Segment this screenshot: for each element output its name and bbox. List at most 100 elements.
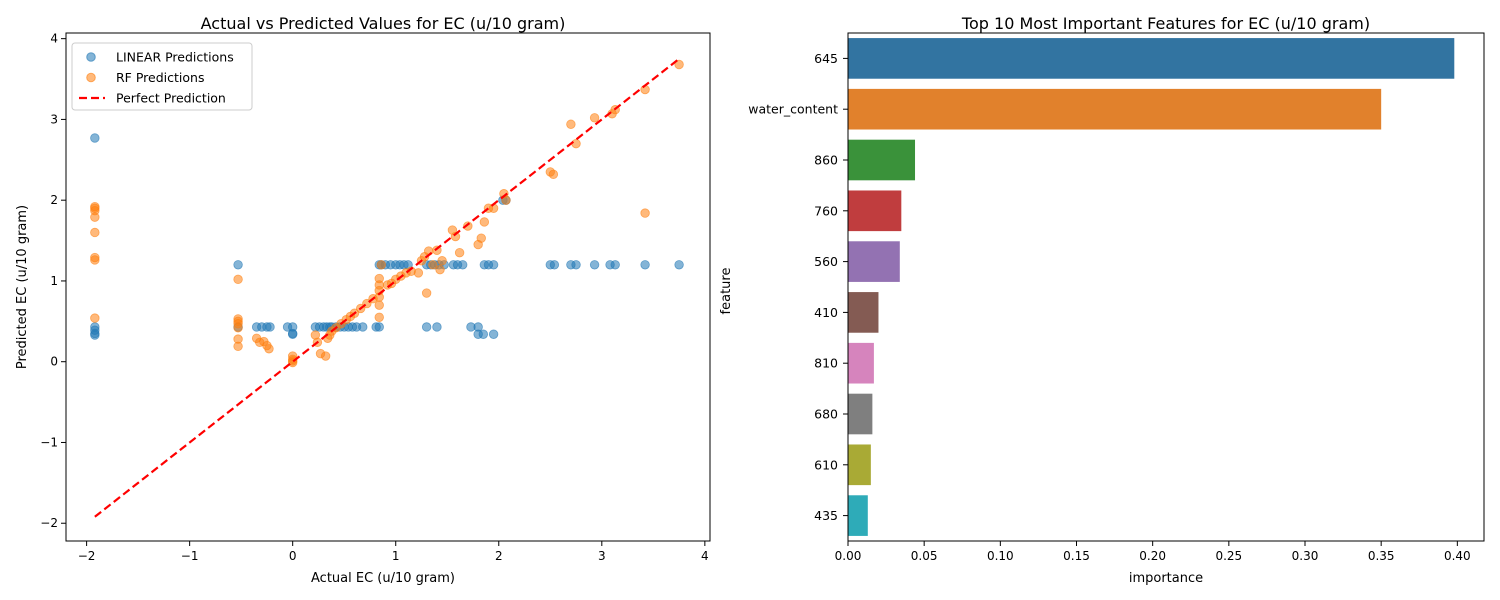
y-tick-label: 2 bbox=[50, 193, 58, 207]
bar bbox=[848, 393, 873, 435]
x-tick-label: 2 bbox=[495, 549, 503, 563]
bar-chart-title: Top 10 Most Important Features for EC (u… bbox=[961, 14, 1370, 33]
bar bbox=[848, 190, 902, 232]
legend-marker bbox=[86, 52, 96, 62]
scatter-plot-area bbox=[90, 57, 684, 518]
data-point bbox=[233, 341, 243, 352]
scatter-chart-title: Actual vs Predicted Values for EC (u/10 … bbox=[201, 14, 566, 33]
data-point bbox=[358, 322, 368, 332]
bar bbox=[848, 342, 874, 384]
bar-x-axis: 0.00 0.05 0.10 0.15 0.20 0.25 0.30 0.35 0.40 bbox=[835, 541, 1471, 563]
x-tick-label: 0.30 bbox=[1292, 549, 1319, 563]
y-tick-label: −1 bbox=[40, 435, 58, 449]
data-point bbox=[421, 288, 432, 298]
x-tick-label: 0.10 bbox=[987, 549, 1014, 563]
data-point bbox=[589, 260, 600, 270]
bar-y-axis-label: feature bbox=[719, 268, 734, 315]
x-tick-label: 0.35 bbox=[1368, 549, 1395, 563]
data-point bbox=[476, 233, 486, 243]
data-point bbox=[435, 264, 445, 275]
data-point bbox=[488, 329, 499, 339]
y-tick-label: 1 bbox=[50, 274, 58, 288]
data-point bbox=[432, 322, 442, 332]
y-tick-label: −2 bbox=[40, 516, 58, 530]
x-tick-label: 4 bbox=[701, 549, 709, 563]
legend-label: Perfect Prediction bbox=[116, 91, 226, 106]
x-tick-label: 0.00 bbox=[835, 549, 862, 563]
scatter-y-axis-label: Predicted EC (u/10 gram) bbox=[15, 205, 30, 369]
data-point bbox=[376, 260, 387, 270]
data-point bbox=[571, 260, 581, 270]
data-point bbox=[413, 268, 424, 278]
y-tick-label: 860 bbox=[814, 153, 838, 168]
data-point bbox=[458, 260, 468, 270]
data-point bbox=[374, 273, 384, 284]
legend-label: LINEAR Predictions bbox=[116, 50, 234, 65]
series-rf-predictions bbox=[90, 59, 684, 368]
data-point bbox=[674, 59, 684, 70]
data-point bbox=[374, 300, 384, 310]
y-tick-label: 760 bbox=[814, 203, 838, 218]
data-point bbox=[549, 260, 560, 270]
y-tick-label: 4 bbox=[50, 32, 58, 46]
y-tick-label: 435 bbox=[814, 508, 838, 523]
data-point bbox=[640, 208, 650, 218]
y-tick-label: 680 bbox=[814, 407, 838, 422]
bar-y-axis: 645 water_content 860 760 560 410 810 680 610 435 bbox=[748, 51, 848, 523]
data-point bbox=[264, 344, 274, 354]
bar bbox=[848, 88, 1382, 130]
data-point bbox=[233, 260, 243, 270]
data-point bbox=[640, 260, 650, 270]
data-point bbox=[265, 322, 275, 332]
data-point bbox=[90, 255, 100, 265]
series-linear-predictions bbox=[90, 133, 684, 340]
data-point bbox=[437, 256, 447, 266]
data-point bbox=[421, 322, 432, 332]
y-tick-label: 810 bbox=[814, 356, 838, 371]
data-point bbox=[320, 351, 331, 361]
scatter-legend: LINEAR Predictions RF Predictions Perfect … bbox=[71, 42, 253, 111]
x-tick-label: 0 bbox=[289, 549, 297, 563]
y-tick-label: water_content bbox=[748, 102, 838, 117]
bar-plot-area bbox=[848, 38, 1455, 536]
data-point bbox=[90, 330, 100, 340]
bar bbox=[848, 139, 916, 181]
scatter-plot-frame bbox=[65, 32, 711, 542]
legend-box bbox=[71, 42, 253, 111]
data-point bbox=[233, 323, 243, 333]
perfect-prediction-line bbox=[94, 57, 680, 518]
x-tick-label: 0.25 bbox=[1215, 549, 1242, 563]
scatter-chart: Actual vs Predicted Values for EC (u/10 … bbox=[15, 14, 711, 586]
data-point bbox=[90, 313, 100, 323]
data-point bbox=[589, 113, 600, 123]
x-tick-label: 1 bbox=[392, 549, 400, 563]
x-tick-label: −1 bbox=[181, 549, 199, 563]
y-tick-label: 0 bbox=[50, 355, 58, 369]
data-point bbox=[90, 227, 100, 238]
y-tick-label: 410 bbox=[814, 305, 838, 320]
data-point bbox=[479, 217, 490, 227]
x-tick-label: 3 bbox=[598, 549, 606, 563]
data-point bbox=[454, 247, 465, 258]
x-tick-label: 0.20 bbox=[1139, 549, 1166, 563]
bar-plot-frame bbox=[847, 32, 1485, 542]
scatter-y-axis: −2 −1 0 1 2 3 4 bbox=[40, 32, 66, 530]
data-point bbox=[571, 138, 581, 149]
data-point bbox=[450, 231, 461, 242]
legend-label: RF Predictions bbox=[116, 70, 204, 85]
scatter-x-axis: −2 −1 0 1 2 3 4 bbox=[78, 541, 709, 563]
data-point bbox=[287, 329, 298, 339]
y-tick-label: 610 bbox=[814, 457, 838, 472]
series-perfect-prediction bbox=[94, 57, 680, 518]
data-point bbox=[90, 212, 100, 222]
bar bbox=[848, 241, 900, 282]
y-tick-label: 3 bbox=[50, 112, 58, 126]
x-tick-label: 0.05 bbox=[911, 549, 938, 563]
legend-marker bbox=[86, 72, 96, 83]
x-tick-label: 0.15 bbox=[1063, 549, 1090, 563]
data-point bbox=[674, 260, 684, 270]
x-tick-label: 0.40 bbox=[1444, 549, 1471, 563]
data-point bbox=[374, 322, 384, 332]
scatter-x-axis-label: Actual EC (u/10 gram) bbox=[311, 571, 455, 586]
